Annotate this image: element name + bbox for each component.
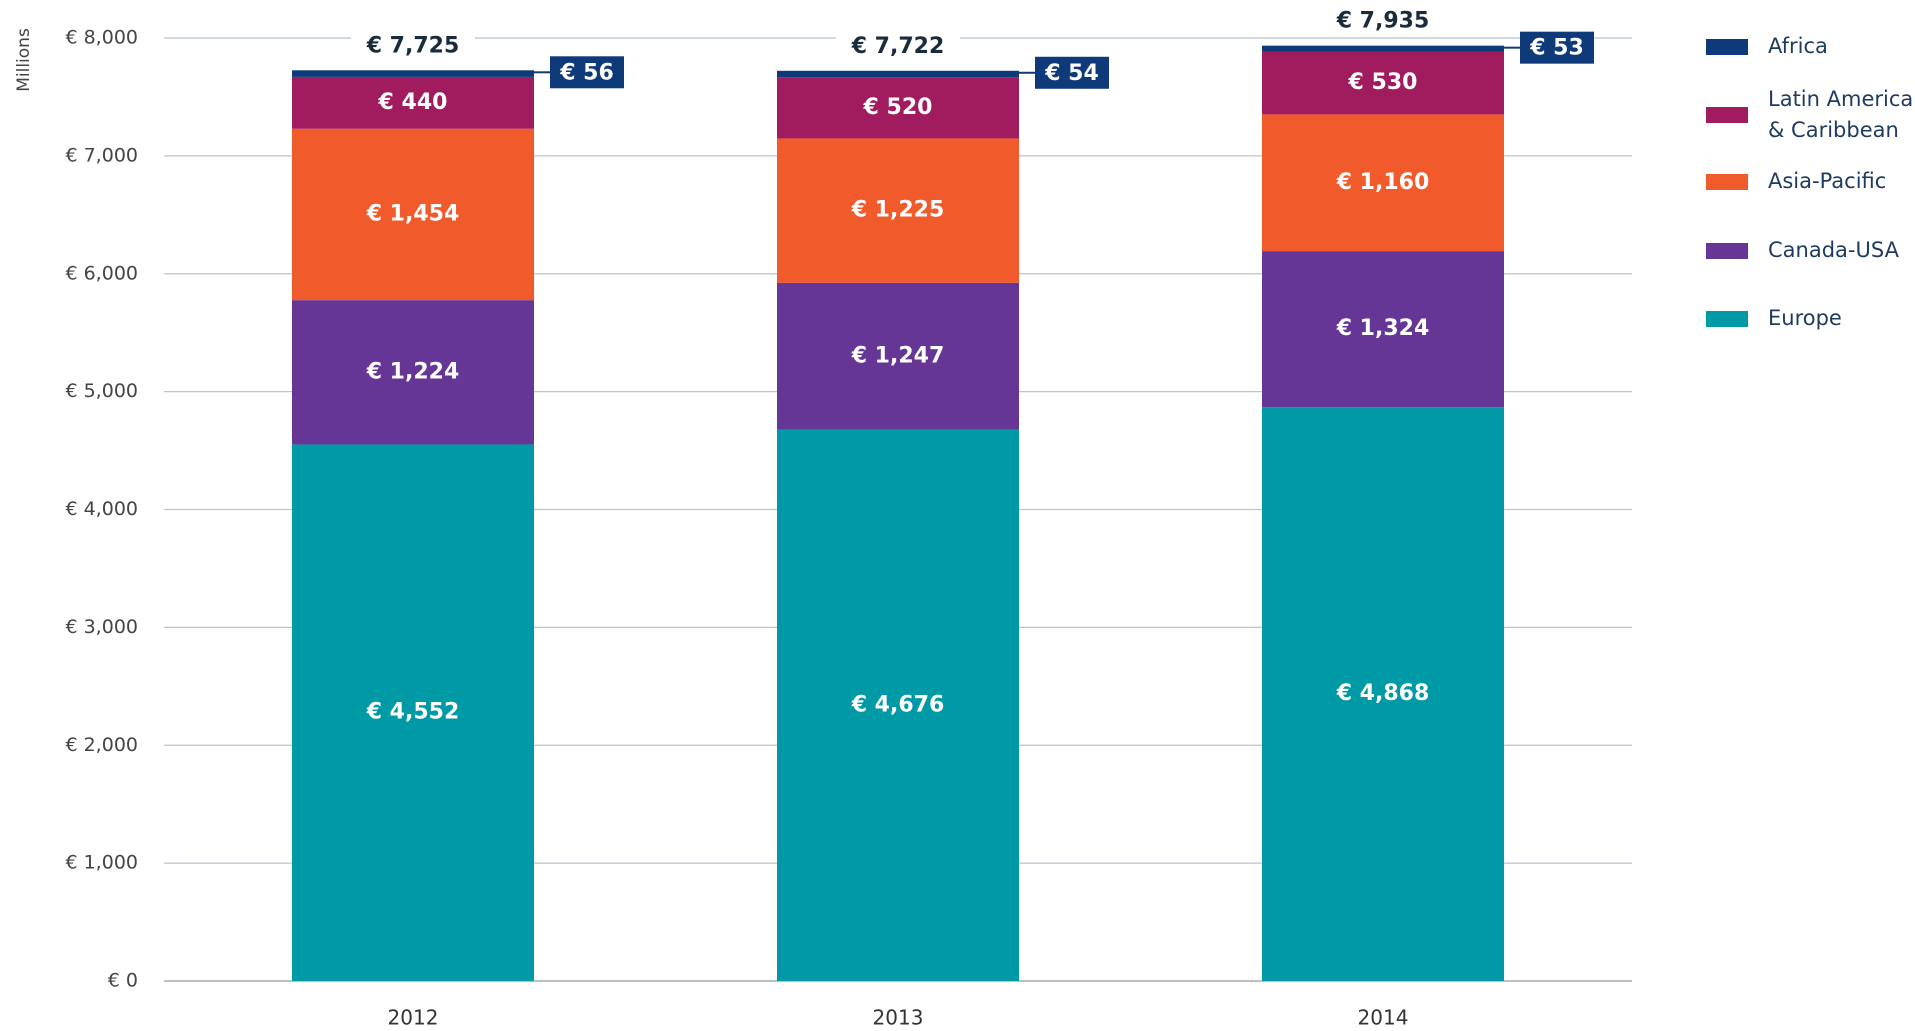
bar-segment	[777, 429, 1019, 981]
legend-swatch	[1706, 311, 1748, 327]
label-box	[550, 56, 624, 89]
y-tick-label: € 7,000	[65, 144, 138, 166]
bar-segment	[1262, 45, 1504, 52]
y-tick-label: € 0	[108, 970, 138, 992]
legend-label: Europe	[1768, 306, 1842, 330]
segment-label: € 54	[1044, 61, 1099, 86]
segment-label: € 440	[378, 90, 448, 115]
total-label: € 7,722	[851, 34, 945, 59]
x-tick-label: 2013	[873, 1006, 924, 1030]
label-box	[1520, 31, 1594, 64]
total-label: € 7,725	[366, 33, 460, 58]
segment-label: € 530	[1348, 70, 1418, 95]
bar-segment	[292, 444, 534, 982]
legend-swatch	[1706, 174, 1748, 190]
bar-segment	[1262, 251, 1504, 408]
legend-line: & Caribbean	[1768, 118, 1899, 142]
segment-label: € 520	[863, 95, 933, 120]
bar-segment	[777, 282, 1019, 430]
total-bg	[836, 32, 960, 61]
bar-segment	[292, 128, 534, 301]
bar-segment	[292, 76, 534, 129]
label-box	[1035, 56, 1109, 89]
bar-segment	[292, 300, 534, 445]
segment-label: € 1,454	[366, 201, 460, 226]
legend-swatch	[1706, 107, 1748, 123]
legend-swatch	[1706, 39, 1748, 55]
y-tick-label: € 2,000	[65, 734, 138, 756]
y-tick-label: € 6,000	[65, 262, 138, 284]
legend-label: Africa	[1768, 34, 1828, 58]
bar-segment	[1262, 51, 1504, 115]
y-tick-label: € 5,000	[65, 380, 138, 402]
total-bg	[351, 32, 475, 61]
legend-line: Latin America	[1768, 87, 1913, 111]
y-tick-label: € 3,000	[65, 616, 138, 638]
segment-label: € 4,868	[1336, 681, 1430, 706]
x-tick-label: 2014	[1358, 1006, 1409, 1030]
bar-segment	[777, 70, 1019, 78]
segment-label: € 1,225	[851, 198, 945, 223]
segment-label: € 4,552	[366, 700, 460, 725]
segment-label: € 1,160	[1336, 170, 1430, 195]
legend-label: Asia-Pacific	[1768, 169, 1886, 193]
legend-label: Latin America & Caribbean	[1768, 87, 1913, 142]
segment-label: € 1,247	[851, 343, 945, 368]
segment-label: € 1,224	[366, 359, 460, 384]
bar-segment	[1262, 407, 1504, 981]
y-tick-label: € 4,000	[65, 498, 138, 520]
segment-label: € 1,324	[1336, 316, 1430, 341]
total-bg	[1321, 7, 1445, 36]
bar-segment	[292, 70, 534, 77]
y-tick-label: € 1,000	[65, 852, 138, 874]
y-axis-label: Millions	[14, 28, 34, 92]
legend-label: Canada-USA	[1768, 238, 1900, 262]
bar-segment	[777, 138, 1019, 283]
bar-segment	[777, 77, 1019, 139]
segment-label: € 4,676	[851, 692, 945, 717]
x-tick-label: 2012	[388, 1006, 439, 1030]
segment-label: € 56	[559, 60, 614, 85]
y-tick-label: € 8,000	[65, 27, 138, 49]
total-label: € 7,935	[1336, 9, 1430, 34]
legend-swatch	[1706, 243, 1748, 259]
bar-segment	[1262, 114, 1504, 252]
segment-label: € 53	[1529, 36, 1584, 61]
